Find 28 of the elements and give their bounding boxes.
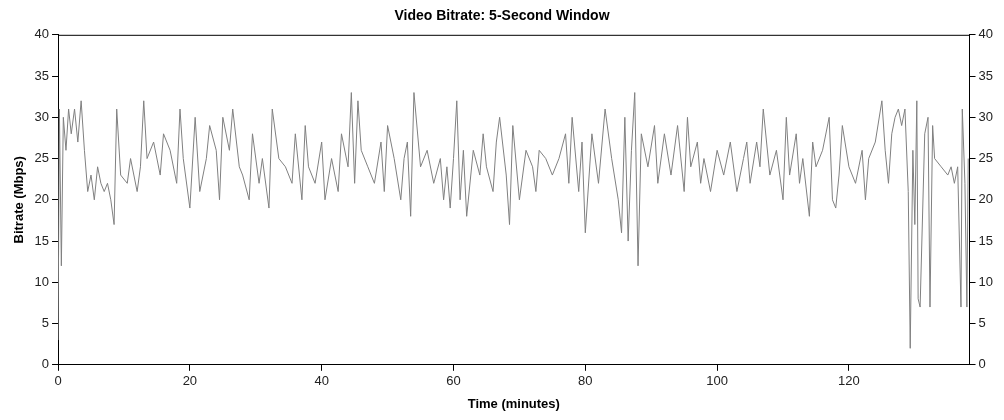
x-tick-label: 40 [314, 373, 329, 389]
y-tick-label: 25 [34, 150, 50, 166]
y2-tick-label: 25 [978, 150, 994, 166]
y-tick-label: 15 [34, 232, 50, 248]
x-axis-title: Time (minutes) [467, 395, 560, 411]
x-tick-label: 80 [578, 373, 593, 389]
x-tick-label: 60 [446, 373, 461, 389]
y2-tick-label: 35 [978, 67, 994, 83]
chart-title: Video Bitrate: 5-Second Window [394, 7, 610, 24]
y2-tick-label: 5 [978, 315, 986, 331]
x-tick-label: 120 [838, 373, 860, 389]
y2-tick-label: 15 [978, 232, 994, 248]
y-axis-title: Bitrate (Mbps) [11, 156, 27, 244]
y2-tick-label: 40 [978, 26, 994, 42]
y2-tick-label: 30 [978, 108, 994, 124]
y-tick-label: 0 [41, 356, 50, 372]
y-tick-label: 30 [34, 108, 50, 124]
y-tick-label: 40 [34, 26, 50, 42]
y-tick-label: 10 [34, 273, 50, 289]
x-tick-label: 20 [182, 373, 198, 389]
x-tick-label: 100 [706, 373, 728, 389]
y-tick-label: 35 [34, 67, 50, 83]
x-tick-label: 0 [54, 373, 62, 389]
y2-tick-label: 0 [978, 356, 986, 372]
y2-tick-label: 20 [978, 191, 994, 207]
y2-tick-label: 10 [978, 273, 994, 289]
y-tick-label: 20 [34, 191, 50, 207]
y-tick-label: 5 [41, 315, 50, 331]
